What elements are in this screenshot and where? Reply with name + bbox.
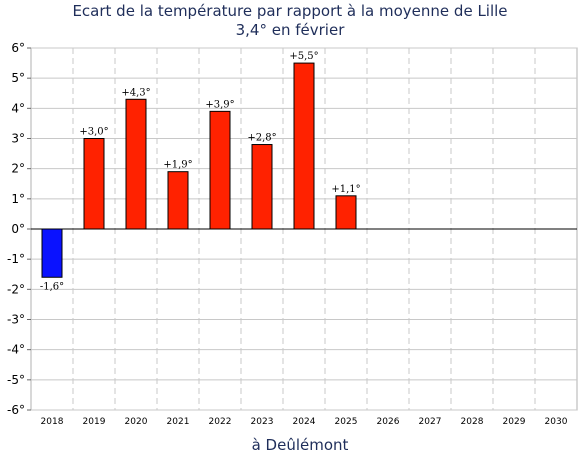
bar — [251, 144, 273, 230]
data-label: +1,1° — [331, 184, 360, 195]
chart-title: Ecart de la température par rapport à la… — [72, 2, 508, 20]
data-label: -1,6° — [40, 281, 64, 292]
y-tick-label: 3° — [11, 132, 25, 146]
bar — [335, 195, 357, 230]
data-label: +4,3° — [121, 87, 150, 98]
bar — [209, 110, 231, 230]
x-tick-label: 2021 — [167, 417, 190, 427]
x-tick-label: 2028 — [461, 417, 484, 427]
x-tick-label: 2029 — [503, 417, 526, 427]
bar — [41, 228, 63, 278]
x-tick-label: 2030 — [545, 417, 568, 427]
y-tick-label: -5° — [7, 373, 25, 387]
y-tick-label: -4° — [7, 343, 25, 357]
x-tick-label: 2019 — [83, 417, 106, 427]
y-tick-label: 4° — [11, 101, 25, 115]
x-tick-label: 2023 — [251, 417, 274, 427]
bar — [167, 171, 189, 230]
x-tick-label: 2026 — [377, 417, 400, 427]
bar — [125, 98, 147, 230]
y-tick-label: -1° — [7, 252, 25, 266]
y-tick-label: 2° — [11, 162, 25, 176]
x-tick-label: 2022 — [209, 417, 232, 427]
x-axis-label: à Deûlémont — [251, 436, 349, 454]
x-tick-label: 2024 — [293, 417, 316, 427]
data-label: +2,8° — [247, 133, 276, 144]
x-tick-label: 2020 — [125, 417, 148, 427]
y-tick-label: 5° — [11, 71, 25, 85]
x-tick-label: 2027 — [419, 417, 442, 427]
data-label: +3,9° — [205, 99, 234, 110]
y-tick-label: 1° — [11, 192, 25, 206]
data-label: +5,5° — [289, 51, 318, 62]
bar — [83, 138, 105, 230]
chart-subtitle: 3,4° en février — [235, 21, 345, 39]
y-tick-label: -6° — [7, 403, 25, 417]
bar — [293, 62, 315, 230]
x-tick-label: 2018 — [41, 417, 64, 427]
data-label: +1,9° — [163, 160, 192, 171]
y-tick-label: 6° — [11, 41, 25, 55]
y-tick-label: -3° — [7, 313, 25, 327]
y-tick-label: 0° — [11, 222, 25, 236]
x-tick-label: 2025 — [335, 417, 358, 427]
y-tick-label: -2° — [7, 282, 25, 296]
data-label: +3,0° — [79, 127, 108, 138]
